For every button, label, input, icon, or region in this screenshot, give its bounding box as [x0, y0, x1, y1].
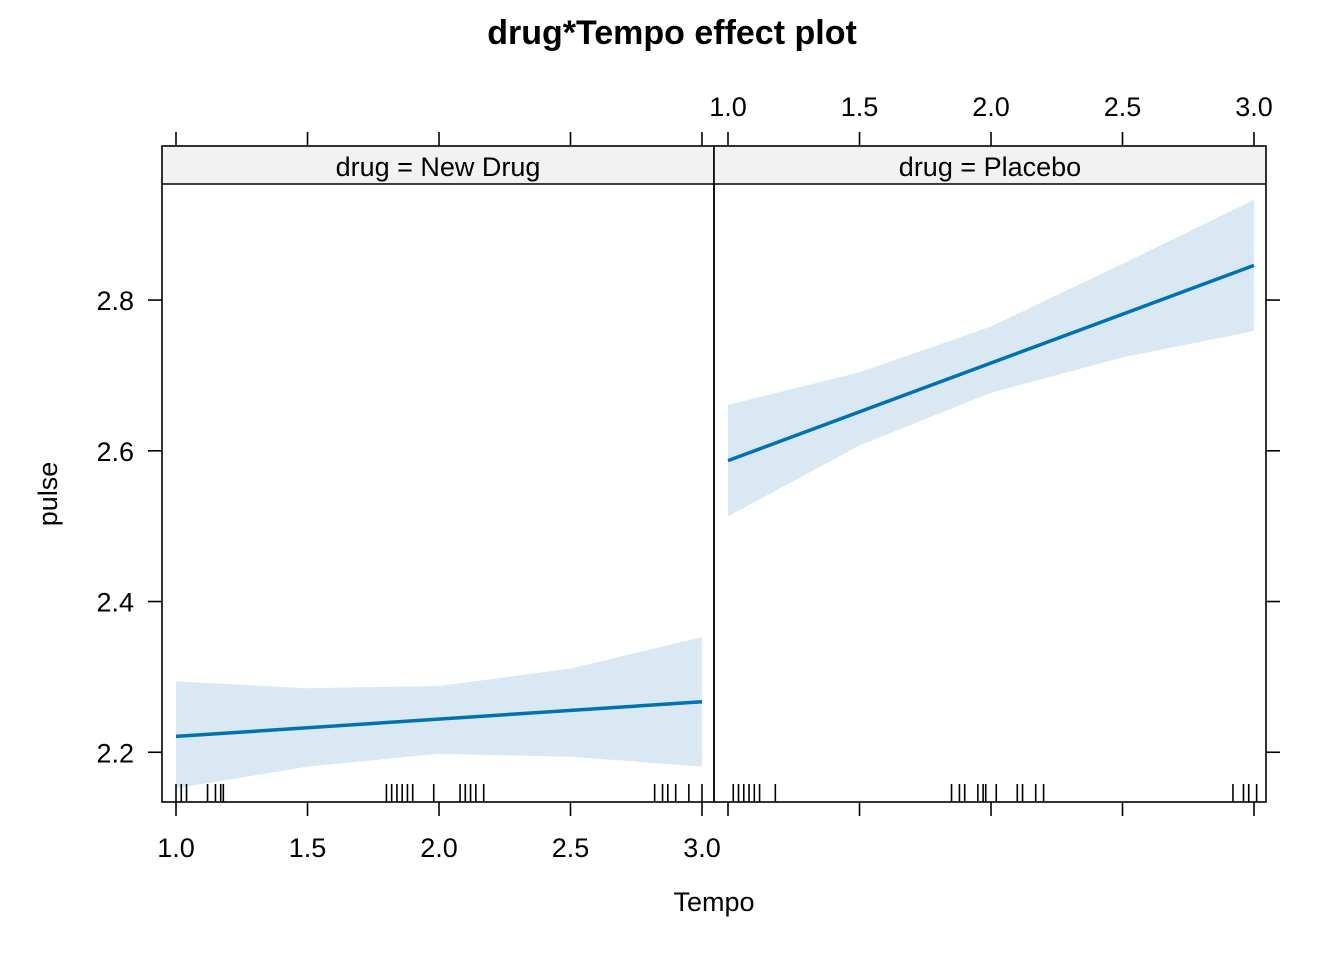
y-tick-label: 2.4 — [96, 588, 134, 618]
panel-2: drug = Placebo — [713, 145, 1267, 803]
x-axis-top-panel-2: 1.0 1.5 2.0 2.5 3.0 — [709, 92, 1273, 816]
panel-strip-label: drug = New Drug — [336, 152, 541, 182]
fitted-line — [727, 263, 1255, 463]
x-tick-label: 2.5 — [552, 833, 590, 863]
panel-1: drug = New Drug — [161, 145, 715, 803]
x-tick-label: 2.0 — [972, 92, 1010, 122]
x-tick-label: 1.0 — [157, 833, 195, 863]
y-axis-title: pulse — [33, 462, 63, 527]
x-axis-bottom-panel-1: 1.0 1.5 2.0 2.5 3.0 — [157, 132, 721, 863]
panels-layer: drug = New Drug drug = Placebo — [161, 145, 1267, 803]
fitted-line — [175, 700, 703, 739]
x-tick-label: 2.5 — [1104, 92, 1142, 122]
panel-strip — [714, 146, 1266, 184]
panel-strip — [162, 146, 714, 184]
confidence-band — [176, 636, 702, 789]
y-tick-label: 2.2 — [96, 738, 134, 768]
x-tick-label: 3.0 — [1235, 92, 1273, 122]
x-axis-title: Tempo — [673, 887, 754, 917]
panel-border — [713, 145, 1267, 803]
x-tick-label: 1.5 — [289, 833, 327, 863]
y-tick-label: 2.6 — [96, 437, 134, 467]
confidence-band — [728, 199, 1254, 517]
x-tick-label: 3.0 — [683, 833, 721, 863]
x-tick-label: 1.0 — [709, 92, 747, 122]
y-tick-label: 2.8 — [96, 286, 134, 316]
x-tick-label: 2.0 — [420, 833, 458, 863]
chart-title: drug*Tempo effect plot — [487, 14, 857, 52]
x-tick-label: 1.5 — [841, 92, 879, 122]
panel-strip-label: drug = Placebo — [899, 152, 1081, 182]
axes-layer: 1.0 1.5 2.0 2.5 3.01.0 1.5 2.0 2.5 3.02.22.42.62… — [96, 92, 1280, 863]
y-axis: 2.2 2.4 2.6 2.8 — [96, 286, 1280, 768]
